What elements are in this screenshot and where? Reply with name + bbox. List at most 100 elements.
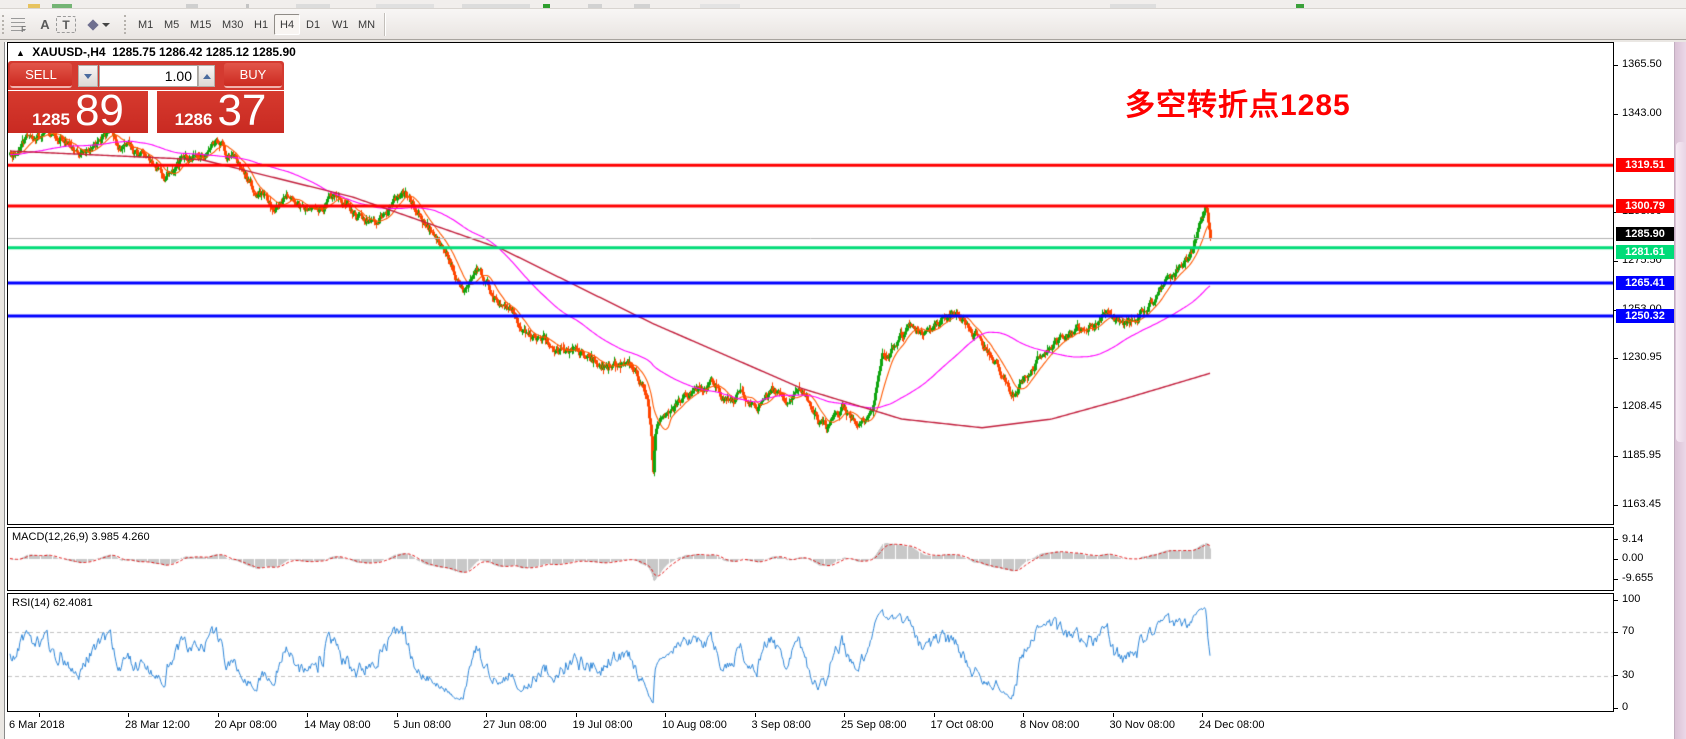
macd-title: MACD(12,26,9) — [12, 531, 89, 543]
clipped-toolbar-icon — [52, 4, 72, 8]
volume-increase-button[interactable] — [198, 65, 215, 87]
price-tick-dash — [1614, 64, 1618, 66]
time-tick-label: 30 Nov 08:00 — [1109, 719, 1175, 731]
macd-tick-label: 9.14 — [1622, 532, 1644, 545]
sell-button[interactable]: SELL — [10, 63, 72, 88]
price-tick-dash — [1614, 455, 1618, 457]
time-tick-dash — [844, 713, 845, 717]
clipped-toolbar-icon — [700, 4, 740, 8]
time-tick-dash — [1112, 713, 1114, 717]
timeframe-button-h1[interactable]: H1 — [254, 18, 269, 31]
rsi-tick-dash — [1614, 599, 1618, 601]
vertical-scrollbar[interactable] — [1674, 42, 1686, 739]
time-tick-label: 20 Apr 08:00 — [214, 719, 277, 731]
shapes-icon[interactable] — [82, 14, 116, 35]
macd-canvas — [8, 528, 1613, 590]
price-tick-label: 1185.95 — [1622, 449, 1661, 462]
price-badge: 1281.61 — [1616, 244, 1674, 259]
time-tick-label: 19 Jul 08:00 — [572, 719, 633, 731]
clipped-toolbar-icon — [246, 4, 249, 8]
clipped-toolbar-icon — [296, 4, 330, 8]
toolbar-grip-handle[interactable] — [124, 15, 128, 34]
timeframe-button-m5[interactable]: M5 — [164, 18, 180, 31]
toolbar-grip-handle[interactable] — [2, 15, 6, 34]
ohlc-values: 1285.75 1286.42 1285.12 1285.90 — [112, 45, 296, 59]
fibonacci-grid-icon[interactable]: F — [8, 14, 28, 35]
price-tick-dash — [1614, 357, 1618, 359]
time-tick-dash — [575, 713, 577, 717]
time-tick-label: 14 May 08:00 — [304, 719, 371, 731]
sell-price-small: 1285 — [32, 110, 70, 129]
label-icon[interactable]: T — [56, 16, 76, 33]
triangle-up-icon — [202, 73, 211, 79]
rsi-tick-dash — [1614, 675, 1618, 677]
volume-decrease-button[interactable] — [78, 65, 98, 87]
price-badge: 1250.32 — [1616, 308, 1674, 323]
rsi-pane: RSI(14) 62.4081 — [7, 593, 1614, 712]
price-tick-dash — [1614, 406, 1618, 408]
timeframe-button-h4[interactable]: H4 — [274, 14, 301, 35]
clipped-toolbar-icon — [28, 4, 40, 8]
rsi-title: RSI(14) — [12, 597, 50, 609]
macd-label: MACD(12,26,9) 3.985 4.260 — [12, 531, 150, 543]
time-tick-dash — [128, 713, 129, 717]
clipped-toolbar-icon — [588, 4, 602, 8]
macd-tick-label: -9.655 — [1622, 572, 1654, 585]
price-tick-label: 1163.45 — [1622, 498, 1661, 511]
scrollbar-thumb[interactable] — [1676, 142, 1686, 442]
macd-tick-label: 0.00 — [1622, 552, 1644, 564]
rsi-tick-label: 0 — [1622, 701, 1629, 713]
rsi-tick-dash — [1614, 631, 1618, 633]
macd-tick-dash — [1614, 578, 1618, 580]
triangle-down-icon — [84, 73, 92, 79]
macd-tick-dash — [1614, 539, 1618, 541]
buy-price-big: 37 — [217, 86, 267, 135]
timeframe-button-d1[interactable]: D1 — [306, 18, 321, 31]
time-tick-dash — [307, 713, 308, 717]
clipped-toolbar-icon — [462, 4, 530, 8]
buy-price-small: 1286 — [174, 110, 213, 129]
rsi-label: RSI(14) 62.4081 — [12, 597, 93, 609]
timeframe-button-m1[interactable]: M1 — [138, 18, 154, 31]
price-tick-label: 1230.95 — [1622, 351, 1662, 364]
dropdown-arrow-icon — [101, 22, 110, 27]
time-tick-label: 8 Nov 08:00 — [1020, 719, 1080, 731]
time-tick-label: 24 Dec 08:00 — [1199, 719, 1265, 731]
rsi-value: 62.4081 — [52, 597, 93, 609]
timeframe-button-m15[interactable]: M15 — [190, 18, 212, 31]
time-tick-dash — [754, 713, 756, 717]
rsi-canvas — [8, 594, 1613, 711]
price-badge: 1300.79 — [1616, 198, 1674, 213]
timeframe-button-mn[interactable]: MN — [358, 18, 376, 31]
sell-price-big: 89 — [74, 86, 124, 135]
sell-price-box[interactable]: 1285 89 — [8, 86, 148, 135]
time-tick-dash — [486, 713, 487, 717]
macd-values: 3.985 4.260 — [91, 531, 150, 543]
time-tick-label: 10 Aug 08:00 — [662, 719, 727, 731]
time-tick-dash — [933, 713, 935, 717]
rsi-tick-label: 100 — [1622, 593, 1641, 605]
diamond-shape-icon — [86, 18, 99, 31]
time-tick-label: 28 Mar 12:00 — [125, 719, 190, 731]
time-axis: 6 Mar 2018 28 Mar 12:00 20 Apr 08:00 14 May… — [7, 713, 1686, 739]
price-tick-dash — [1614, 260, 1618, 262]
rsi-tick-dash — [1614, 707, 1618, 709]
price-badge: 1265.41 — [1616, 276, 1674, 291]
price-tick-label: 1365.50 — [1622, 58, 1662, 70]
buy-price-box[interactable]: 1286 37 — [157, 86, 284, 135]
toolbar: F A T M1 M5 M15 M30 H1 H4 D1 W1 MN — [0, 9, 1686, 40]
volume-input[interactable] — [99, 65, 198, 87]
clipped-toolbar-icon — [186, 4, 198, 8]
price-tick-label: 1208.45 — [1622, 400, 1662, 413]
buy-button[interactable]: BUY — [224, 63, 282, 88]
clipped-toolbar-icon — [1110, 4, 1156, 8]
time-tick-label: 25 Sep 08:00 — [841, 719, 907, 731]
timeframe-button-m30[interactable]: M30 — [222, 18, 244, 31]
clipped-toolbar-icon — [1296, 4, 1304, 8]
collapse-arrow-icon[interactable]: ▲ — [16, 48, 25, 58]
timeframe-button-w1[interactable]: W1 — [332, 18, 349, 31]
symbol-period-label: XAUUSD-,H4 — [32, 45, 106, 59]
chart-title: ▲ XAUUSD-,H4 1285.75 1286.42 1285.12 128… — [16, 45, 296, 59]
text-icon[interactable]: A — [40, 17, 50, 32]
time-tick-dash — [1202, 713, 1203, 717]
